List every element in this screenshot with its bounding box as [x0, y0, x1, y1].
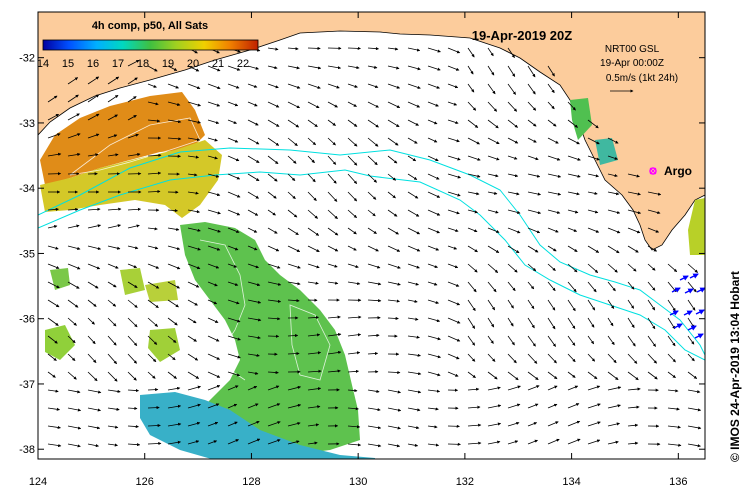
info-line-2: 19-Apr 00:00Z [600, 58, 664, 69]
colorbar-label: 17 [112, 58, 124, 70]
y-tick-label: -32 [19, 53, 35, 65]
y-tick-label: -33 [19, 118, 35, 130]
y-tick-label: -37 [19, 379, 35, 391]
current-arrow [348, 48, 360, 49]
colorbar-label: 14 [37, 58, 49, 70]
x-tick-label: 134 [562, 476, 580, 488]
argo-label: Argo [664, 164, 692, 178]
colorbar-label: 19 [162, 58, 174, 70]
x-tick-label: 132 [456, 476, 474, 488]
x-tick-label: 126 [136, 476, 154, 488]
y-tick-label: -35 [19, 248, 35, 260]
colorbar-label: 21 [212, 58, 224, 70]
current-arrow [148, 408, 159, 409]
x-tick-label: 124 [29, 476, 47, 488]
current-arrow [148, 390, 158, 391]
x-tick-label: 136 [669, 476, 687, 488]
current-arrow [308, 48, 320, 49]
colorbar-label: 16 [87, 58, 99, 70]
x-tick-label: 130 [349, 476, 367, 488]
colorbar-label: 20 [187, 58, 199, 70]
map-title: 19-Apr-2019 20Z [472, 28, 572, 43]
x-tick-label: 128 [242, 476, 260, 488]
colorbar-label: 18 [137, 58, 149, 70]
y-tick-label: -34 [19, 183, 35, 195]
credit-text: © IMOS 24-Apr-2019 13:04 Hobart [728, 271, 742, 462]
y-tick-label: -38 [19, 444, 35, 456]
info-line-1: NRT00 GSL [605, 44, 660, 55]
colorbar-gradient [43, 40, 258, 50]
info-line-3: 0.5m/s (1kt 24h) [606, 73, 678, 84]
colorbar-label: 15 [62, 58, 74, 70]
y-tick-label: -36 [19, 314, 35, 326]
legend-title: 4h comp, p50, All Sats [92, 20, 208, 32]
colorbar-labels: 14 15 16 17 18 19 20 21 22 [37, 58, 249, 70]
colorbar-label: 22 [237, 58, 249, 70]
